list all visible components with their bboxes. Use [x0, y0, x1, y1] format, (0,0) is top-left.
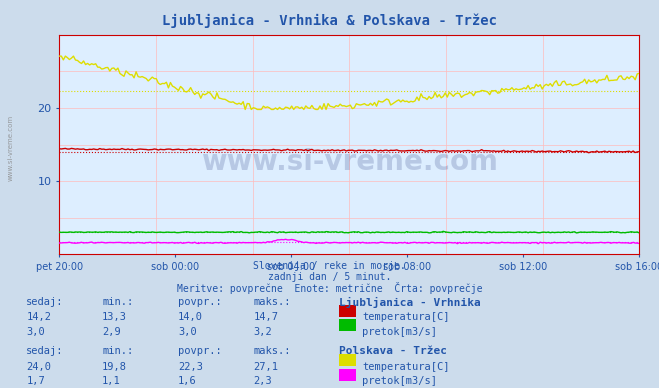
Text: zadnji dan / 5 minut.: zadnji dan / 5 minut.: [268, 272, 391, 282]
Text: 2,9: 2,9: [102, 327, 121, 337]
Text: min.:: min.:: [102, 346, 133, 356]
Text: 2,3: 2,3: [254, 376, 272, 386]
Text: Polskava - Tržec: Polskava - Tržec: [339, 346, 447, 356]
Text: 1,1: 1,1: [102, 376, 121, 386]
Text: 13,3: 13,3: [102, 312, 127, 322]
Text: maks.:: maks.:: [254, 297, 291, 307]
Text: Meritve: povprečne  Enote: metrične  Črta: povprečje: Meritve: povprečne Enote: metrične Črta:…: [177, 282, 482, 294]
Text: temperatura[C]: temperatura[C]: [362, 362, 450, 372]
Text: 3,2: 3,2: [254, 327, 272, 337]
Text: 24,0: 24,0: [26, 362, 51, 372]
Text: Ljubljanica - Vrhnika & Polskava - Tržec: Ljubljanica - Vrhnika & Polskava - Tržec: [162, 14, 497, 28]
Text: Ljubljanica - Vrhnika: Ljubljanica - Vrhnika: [339, 297, 481, 308]
Text: pretok[m3/s]: pretok[m3/s]: [362, 327, 438, 337]
Text: povpr.:: povpr.:: [178, 346, 221, 356]
Text: 14,2: 14,2: [26, 312, 51, 322]
Text: 27,1: 27,1: [254, 362, 279, 372]
Text: pretok[m3/s]: pretok[m3/s]: [362, 376, 438, 386]
Text: 3,0: 3,0: [178, 327, 196, 337]
Text: maks.:: maks.:: [254, 346, 291, 356]
Text: www.si-vreme.com: www.si-vreme.com: [8, 114, 14, 180]
Text: sedaj:: sedaj:: [26, 297, 64, 307]
Text: 22,3: 22,3: [178, 362, 203, 372]
Text: min.:: min.:: [102, 297, 133, 307]
Text: Slovenija / reke in morje.: Slovenija / reke in morje.: [253, 261, 406, 271]
Text: 3,0: 3,0: [26, 327, 45, 337]
Text: 14,7: 14,7: [254, 312, 279, 322]
Text: temperatura[C]: temperatura[C]: [362, 312, 450, 322]
Text: www.si-vreme.com: www.si-vreme.com: [201, 148, 498, 176]
Text: 19,8: 19,8: [102, 362, 127, 372]
Text: sedaj:: sedaj:: [26, 346, 64, 356]
Text: 1,6: 1,6: [178, 376, 196, 386]
Text: 14,0: 14,0: [178, 312, 203, 322]
Text: 1,7: 1,7: [26, 376, 45, 386]
Text: povpr.:: povpr.:: [178, 297, 221, 307]
